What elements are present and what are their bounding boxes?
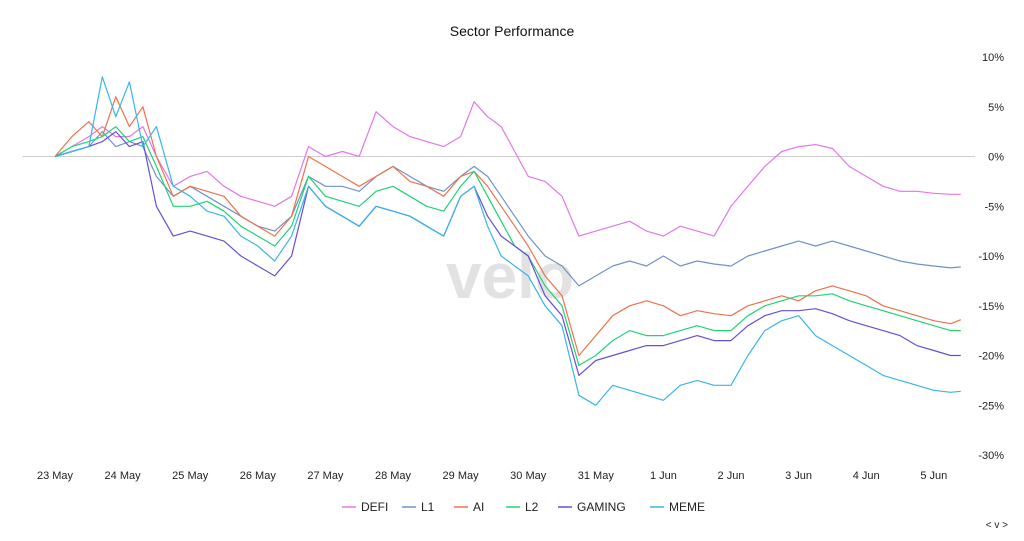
series-line-l1[interactable] — [54, 131, 961, 287]
series-lines — [54, 76, 962, 406]
x-tick-label: 30 May — [510, 470, 547, 482]
y-axis: 10% 5% 0% -5% -10% -15% -20% -25% -30% — [978, 52, 1004, 462]
series-line-meme[interactable] — [54, 76, 961, 406]
legend-label: L1 — [421, 500, 435, 514]
x-tick-label: 5 Jun — [920, 470, 947, 482]
x-tick-label: 2 Jun — [718, 470, 745, 482]
legend-item-defi[interactable]: DEFI — [342, 500, 388, 514]
legend: DEFI L1 AI L2 GAMING MEME — [342, 500, 705, 514]
y-tick-label: -30% — [978, 450, 1004, 462]
x-tick-label: 3 Jun — [785, 470, 812, 482]
y-tick-label: 10% — [982, 52, 1004, 64]
y-tick-label: -5% — [984, 201, 1004, 213]
x-tick-label: 25 May — [172, 470, 209, 482]
y-tick-label: -10% — [978, 251, 1004, 263]
legend-item-gaming[interactable]: GAMING — [558, 500, 626, 514]
legend-item-l1[interactable]: L1 — [402, 500, 435, 514]
series-line-l2[interactable] — [54, 125, 961, 366]
x-tick-label: 26 May — [240, 470, 277, 482]
series-line-gaming[interactable] — [54, 131, 961, 376]
legend-label: GAMING — [577, 500, 626, 514]
x-tick-label: 4 Jun — [853, 470, 880, 482]
x-tick-label: 28 May — [375, 470, 412, 482]
legend-label: L2 — [525, 500, 539, 514]
x-tick-label: 29 May — [443, 470, 480, 482]
x-tick-label: 24 May — [105, 470, 142, 482]
x-tick-label: 1 Jun — [650, 470, 677, 482]
series-line-ai[interactable] — [54, 96, 962, 357]
y-tick-label: -15% — [978, 301, 1004, 313]
y-tick-label: -20% — [978, 351, 1004, 363]
chart-title: Sector Performance — [450, 23, 575, 39]
x-tick-label: 23 May — [37, 470, 74, 482]
x-axis: 23 May 24 May 25 May 26 May 27 May 28 May 29 M… — [37, 470, 947, 482]
legend-label: DEFI — [361, 500, 388, 514]
series-line-defi[interactable] — [54, 101, 961, 237]
legend-item-meme[interactable]: MEME — [650, 500, 705, 514]
legend-item-l2[interactable]: L2 — [506, 500, 539, 514]
legend-label: MEME — [669, 500, 705, 514]
y-tick-label: 0% — [988, 152, 1004, 164]
y-tick-label: -25% — [978, 400, 1004, 412]
legend-label: AI — [473, 500, 484, 514]
watermark: velo — [446, 240, 574, 312]
pan-controls[interactable]: < v > — [986, 520, 1008, 531]
x-tick-label: 27 May — [307, 470, 344, 482]
y-tick-label: 5% — [988, 102, 1004, 114]
x-tick-label: 31 May — [578, 470, 615, 482]
legend-item-ai[interactable]: AI — [454, 500, 484, 514]
